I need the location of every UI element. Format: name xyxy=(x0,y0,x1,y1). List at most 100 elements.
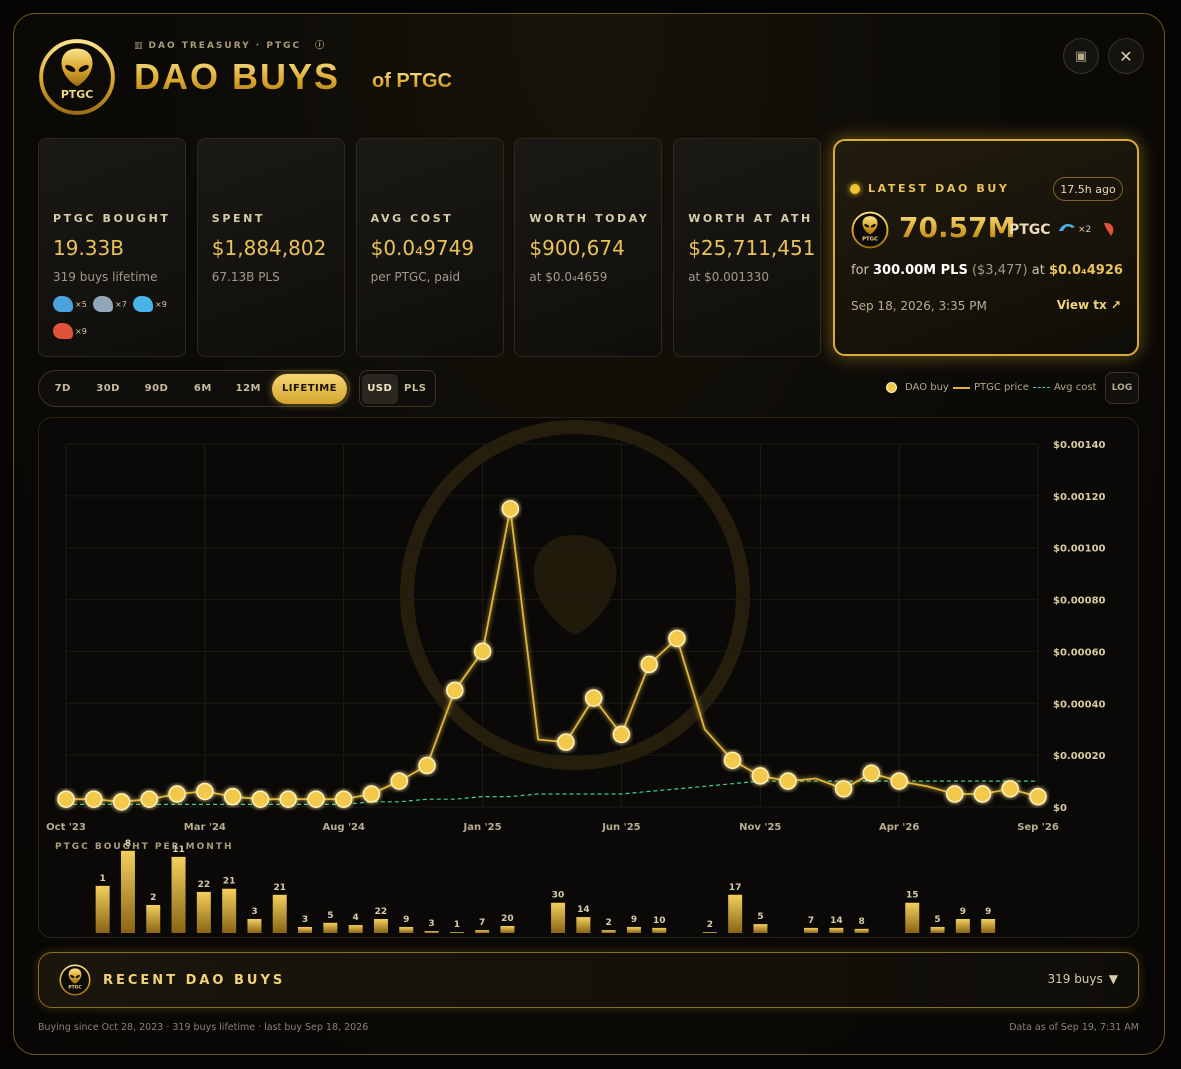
stat-sub: per PTGC, paid xyxy=(370,270,461,284)
bar-chart-title: PTGC BOUGHT PER MONTH xyxy=(55,842,234,852)
badge-count: ×9 xyxy=(155,300,167,309)
stat-sub: 67.13B PLS xyxy=(211,270,280,284)
recent-title: RECENT DAO BUYS xyxy=(103,973,286,988)
buy-dot xyxy=(418,756,436,775)
recent-buys-bar[interactable]: PTGC RECENT DAO BUYS 319 buys ▼ xyxy=(38,952,1139,1008)
bar xyxy=(930,926,945,933)
log-toggle[interactable]: LOG xyxy=(1105,372,1139,404)
y-tick-label: $0.00100 xyxy=(1053,544,1106,555)
chart-panel xyxy=(38,417,1139,938)
info-icon[interactable]: ⓘ xyxy=(315,41,325,51)
stat-value: $25,711,451 xyxy=(688,236,816,260)
bar-count-label: 21 xyxy=(273,883,286,893)
buy-dot xyxy=(223,787,242,806)
bar xyxy=(804,927,819,933)
logo: PTGC xyxy=(59,964,91,996)
alien-eye xyxy=(870,224,876,228)
currency-option[interactable]: USD xyxy=(362,373,398,404)
caret[interactable]: ▼ xyxy=(1108,972,1118,986)
y-tick-label: $0.00140 xyxy=(1053,440,1106,451)
buy-dot xyxy=(196,782,214,801)
range-option[interactable]: 7D xyxy=(54,383,71,394)
logo-text: PTGC xyxy=(61,88,93,101)
latest-date: Sep 18, 2026, 3:35 PM xyxy=(851,299,987,313)
range-selector: 7D 30D 90D 6M 12M LIFETIME xyxy=(38,370,350,407)
legend-label: DAO buy xyxy=(905,382,949,393)
bar xyxy=(95,885,110,933)
stat-label: AVG COST xyxy=(370,212,454,225)
stat-value: $1,884,802 xyxy=(211,236,327,260)
live-dot xyxy=(850,184,860,194)
bar xyxy=(551,902,566,933)
buy-dot xyxy=(390,772,409,790)
latest-label: LATEST DAO BUY xyxy=(868,182,1010,195)
page-subtitle: of PTGC xyxy=(372,70,452,92)
currency-option[interactable]: PLS xyxy=(404,383,427,394)
y-tick-label: $0.00040 xyxy=(1053,699,1106,710)
range-option[interactable]: LIFETIME xyxy=(271,373,347,404)
buy-dot xyxy=(612,725,631,744)
buy-dot xyxy=(334,790,353,808)
bar-count-label: 14 xyxy=(830,916,843,926)
x-tick-label: Mar '24 xyxy=(184,822,226,833)
bar-count-label: 9 xyxy=(631,915,637,925)
bar-count-label: 1 xyxy=(100,874,106,884)
bar-count-label: 10 xyxy=(653,916,666,926)
x-tick-label: Sep '26 xyxy=(1017,822,1059,833)
bar-count-label: 22 xyxy=(375,907,388,917)
buy-dot xyxy=(751,767,770,785)
bar xyxy=(146,904,161,933)
bar-count-label: 22 xyxy=(198,880,211,890)
bar-count-label: 7 xyxy=(808,916,814,926)
logo-alien xyxy=(68,968,82,984)
range-option[interactable]: 90D xyxy=(144,383,169,394)
bar xyxy=(424,931,439,933)
buy-dot xyxy=(890,772,908,790)
buy-dot xyxy=(834,780,853,798)
currency-selector: USD PLS xyxy=(359,370,436,407)
shrimp-icon xyxy=(1104,222,1114,236)
alien-head xyxy=(68,968,82,984)
range-option[interactable]: 30D xyxy=(96,383,120,394)
y-tick-label: $0.00020 xyxy=(1053,751,1106,762)
bar-count-label: 7 xyxy=(479,918,485,928)
buy-dot xyxy=(251,790,270,808)
view-tx-link[interactable]: View tx ↗ xyxy=(1056,298,1121,312)
logo-mark: PTGC xyxy=(59,964,91,996)
bar xyxy=(247,918,262,933)
bar xyxy=(905,902,920,933)
for-label: for xyxy=(851,263,869,278)
stat-value: $900,674 xyxy=(529,236,625,260)
buy-dot xyxy=(973,785,992,803)
logo-alien xyxy=(862,216,878,235)
bar xyxy=(500,925,515,933)
range-option[interactable]: 12M xyxy=(235,383,261,394)
buy-dot xyxy=(140,790,159,808)
bar xyxy=(196,891,211,933)
bar xyxy=(222,888,237,933)
bar-count-label: 9 xyxy=(403,915,409,925)
bar xyxy=(475,930,490,933)
close-button[interactable]: ✕ xyxy=(1108,38,1144,74)
buy-dot xyxy=(945,785,964,803)
badge-count: ×5 xyxy=(75,300,87,309)
bar-count-label: 30 xyxy=(552,891,565,901)
latest-badge: ×2 xyxy=(1078,225,1092,235)
buy-dot xyxy=(668,629,686,648)
alien-eye xyxy=(78,64,89,72)
chart: $0 $0.00020 $0.00040 $0.00060 $0.00080 $0.001… xyxy=(46,420,1106,933)
bar-count-label: 9 xyxy=(960,907,966,917)
alien-eye xyxy=(65,64,76,72)
bar-count-label: 5 xyxy=(934,915,940,925)
buy-price: $0.0₄4926 xyxy=(1048,263,1123,278)
buy-dot xyxy=(1029,787,1047,806)
range-option[interactable]: 6M xyxy=(193,383,212,394)
buy-dot xyxy=(862,764,881,783)
buy-dot xyxy=(307,790,325,808)
breadcrumb-row: ▥ DAO TREASURY · PTGC ⓘ xyxy=(134,38,324,51)
camera-button[interactable]: ▣ xyxy=(1063,38,1099,74)
alien-eye xyxy=(75,975,80,978)
x-tick-label: Apr '26 xyxy=(879,822,919,833)
stat-card: AVG COST $0.0₄9749 per PTGC, paid xyxy=(355,138,504,357)
